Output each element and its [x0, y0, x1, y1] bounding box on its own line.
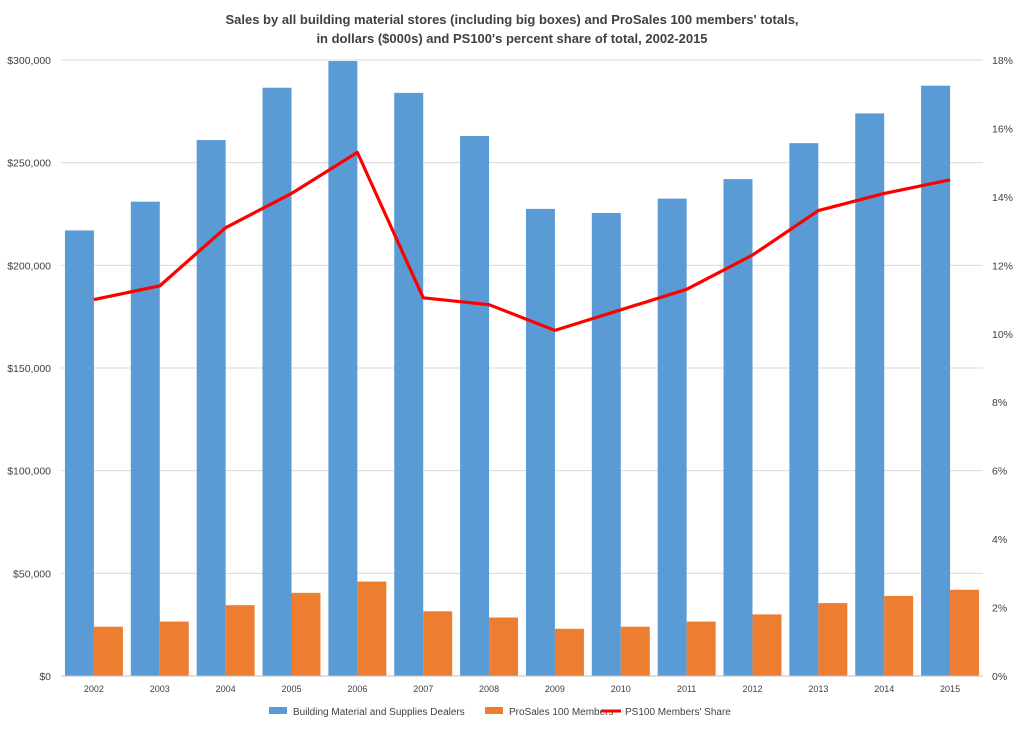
y-left-tick-label: $0 [39, 671, 51, 683]
y-right-tick-label: 2% [992, 603, 1007, 615]
bar-building-material-dealers [394, 92, 424, 677]
chart-title-line2: in dollars ($000s) and PS100's percent s… [316, 31, 708, 46]
x-tick-label: 2003 [150, 684, 170, 694]
bars [64, 61, 980, 677]
bar-prosales-100 [225, 605, 255, 676]
x-tick-label: 2013 [808, 684, 828, 694]
x-tick-label: 2008 [479, 684, 499, 694]
x-tick-label: 2010 [611, 684, 631, 694]
y-right-tick-label: 16% [992, 123, 1013, 135]
bar-prosales-100 [554, 628, 584, 676]
chart-title: Sales by all building material stores (i… [0, 10, 1024, 48]
legend-swatch [269, 707, 287, 714]
bar-building-material-dealers [328, 61, 358, 676]
y-right-tick-label: 14% [992, 192, 1013, 204]
bar-prosales-100 [423, 611, 453, 676]
bar-building-material-dealers [196, 140, 226, 676]
y-right-tick-label: 0% [992, 671, 1007, 683]
x-tick-label: 2004 [216, 684, 236, 694]
bar-building-material-dealers [723, 179, 753, 676]
bar-building-material-dealers [789, 143, 819, 676]
bar-building-material-dealers [591, 212, 621, 676]
y-left-tick-label: $200,000 [7, 260, 51, 272]
bar-building-material-dealers [262, 87, 292, 677]
y-right-tick-label: 10% [992, 329, 1013, 341]
y-right-tick-label: 12% [992, 260, 1013, 272]
x-tick-label: 2012 [742, 684, 762, 694]
chart-title-line1: Sales by all building material stores (i… [225, 12, 799, 27]
bar-building-material-dealers [525, 208, 555, 676]
y-right-tick-label: 6% [992, 466, 1007, 478]
bar-prosales-100 [93, 626, 123, 676]
x-tick-label: 2005 [281, 684, 301, 694]
y-left-tick-label: $100,000 [7, 466, 51, 478]
y-left-tick-label: $250,000 [7, 158, 51, 170]
y-left-tick-label: $150,000 [7, 363, 51, 375]
bar-prosales-100 [159, 621, 189, 676]
bar-building-material-dealers [64, 230, 94, 676]
legend-swatch [485, 707, 503, 714]
legend: Building Material and Supplies Dealers Pr… [269, 707, 731, 718]
x-tick-label: 2007 [413, 684, 433, 694]
y-left-tick-label: $300,000 [7, 55, 51, 67]
y-right-tick-label: 4% [992, 534, 1007, 546]
bar-building-material-dealers [130, 201, 160, 676]
bar-building-material-dealers [460, 135, 490, 677]
share-line-layer [93, 150, 951, 332]
y-right-tick-label: 8% [992, 397, 1007, 409]
bar-prosales-100 [950, 589, 980, 676]
x-tick-label: 2011 [677, 684, 696, 694]
legend-label: Building Material and Supplies Dealers [293, 707, 465, 718]
legend-label: ProSales 100 Members [509, 707, 614, 718]
bar-prosales-100 [818, 603, 848, 676]
bar-building-material-dealers [855, 113, 885, 676]
share-line [93, 150, 951, 332]
legend-label: PS100 Members' Share [625, 707, 731, 718]
x-tick-label: 2009 [545, 684, 565, 694]
bar-prosales-100 [489, 617, 519, 676]
bar-prosales-100 [686, 621, 716, 676]
y-left-tick-label: $50,000 [13, 568, 51, 580]
y-right-tick-label: 18% [992, 55, 1013, 67]
bar-prosales-100 [620, 626, 650, 676]
x-tick-label: 2002 [84, 684, 104, 694]
bar-prosales-100 [884, 595, 914, 676]
x-tick-label: 2015 [940, 684, 960, 694]
bar-building-material-dealers [921, 85, 951, 677]
x-tick-label: 2006 [347, 684, 367, 694]
bar-prosales-100 [752, 614, 782, 676]
bar-building-material-dealers [657, 198, 687, 676]
bar-prosales-100 [357, 581, 387, 676]
bar-prosales-100 [291, 592, 321, 676]
x-tick-label: 2014 [874, 684, 894, 694]
axes: $0 $50,000 $100,000 $150,000 $200,000 $250,00… [7, 55, 1013, 694]
